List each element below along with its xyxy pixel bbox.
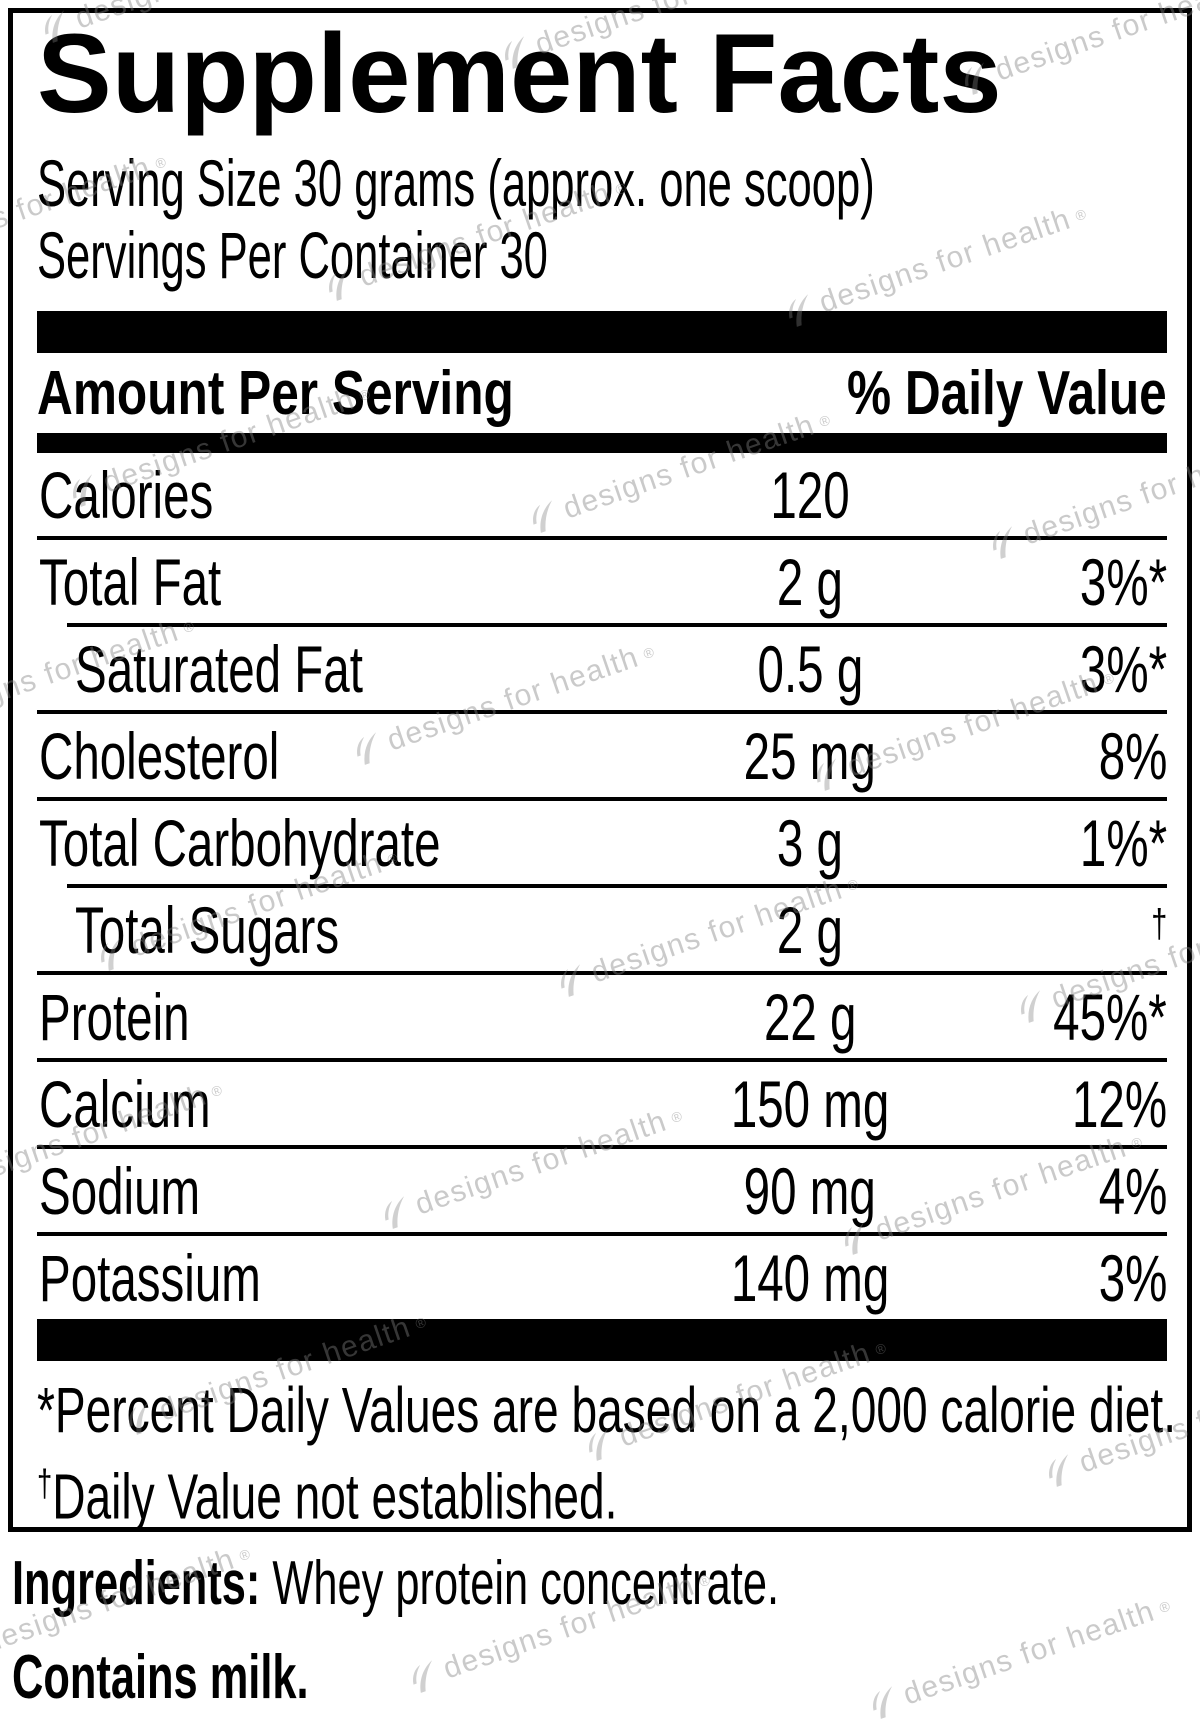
nutrient-name: Total Fat (39, 544, 222, 619)
row-divider (37, 536, 1167, 541)
nutrient-row: Total Sugars 2 g † (37, 888, 1167, 971)
nutrient-row: Calories 120 (37, 453, 1167, 536)
nutrient-name: Cholesterol (39, 718, 280, 793)
nutrient-name: Sodium (39, 1153, 201, 1228)
nutrient-amount: 120 (770, 457, 850, 532)
nutrient-daily-value: 45%* (1053, 979, 1167, 1054)
nutrient-name: Protein (39, 979, 190, 1054)
row-divider (37, 797, 1167, 802)
nutrient-amount: 3 g (776, 805, 844, 880)
dfh-leaf-logo-icon (873, 1686, 893, 1719)
ingredients-text: Whey protein concentrate. (260, 1549, 780, 1618)
row-divider (67, 623, 1167, 628)
separator-bar-bottom (37, 1319, 1167, 1362)
row-divider (37, 971, 1167, 976)
nutrient-row: Sodium 90 mg 4% (37, 1149, 1167, 1232)
serving-size-line: Serving Size 30 grams (approx. one scoop… (37, 146, 875, 221)
nutrient-daily-value: 3%* (1079, 631, 1167, 706)
nutrient-amount: 2 g (776, 544, 844, 619)
amount-per-serving-header: Amount Per Serving (37, 358, 514, 428)
row-divider (37, 710, 1167, 715)
ingredients-label: Ingredients: (12, 1549, 261, 1618)
nutrient-name: Calcium (39, 1066, 211, 1141)
nutrient-name: Saturated Fat (75, 631, 363, 706)
allergen-line: Contains milk. (12, 1643, 309, 1712)
nutrient-daily-value: 8% (1098, 718, 1167, 793)
nutrient-amount: 22 g (763, 979, 857, 1054)
row-divider (37, 1058, 1167, 1063)
nutrient-row: Total Carbohydrate 3 g 1%* (37, 801, 1167, 884)
row-divider (67, 884, 1167, 889)
daily-value-header: % Daily Value (847, 358, 1167, 428)
separator-bar-under-header (37, 433, 1167, 454)
nutrient-row: Saturated Fat 0.5 g 3%* (37, 627, 1167, 710)
footnotes: *Percent Daily Values are based on a 2,0… (37, 1361, 1177, 1533)
nutrient-name: Total Sugars (75, 892, 340, 967)
nutrient-row: Total Fat 2 g 3%* (37, 540, 1167, 623)
nutrient-row: Calcium 150 mg 12% (37, 1062, 1167, 1145)
nutrient-amount: 150 mg (730, 1066, 890, 1141)
nutrient-rows: Calories 120 Total Fat 2 g 3%* Saturated… (37, 453, 1167, 1319)
nutrient-daily-value: 4% (1098, 1153, 1167, 1228)
dagger-mark: † (37, 1463, 53, 1506)
servings-per-container-line: Servings Per Container 30 (37, 218, 548, 293)
nutrient-name: Total Carbohydrate (39, 805, 441, 880)
serving-info: Serving Size 30 grams (approx. one scoop… (37, 147, 1167, 291)
nutrient-amount: 140 mg (730, 1240, 890, 1315)
footnote-daily-values: *Percent Daily Values are based on a 2,0… (37, 1374, 1177, 1447)
nutrient-daily-value: 12% (1071, 1066, 1167, 1141)
nutrient-daily-value: 3% (1098, 1240, 1167, 1315)
nutrient-daily-value: 1%* (1079, 805, 1167, 880)
nutrient-amount: 25 mg (743, 718, 877, 793)
nutrient-name: Calories (39, 457, 214, 532)
nutrient-daily-value: † (1150, 901, 1167, 946)
panel-title: Supplement Facts (37, 11, 1002, 136)
separator-bar-top (37, 311, 1167, 354)
nutrient-amount: 0.5 g (757, 631, 863, 706)
nutrient-amount: 90 mg (743, 1153, 877, 1228)
nutrient-row: Protein 22 g 45%* (37, 975, 1167, 1058)
nutrient-name: Potassium (39, 1240, 261, 1315)
nutrient-row: Potassium 140 mg 3% (37, 1236, 1167, 1319)
table-header-row: Amount Per Serving % Daily Value (37, 353, 1167, 433)
row-divider (37, 1145, 1167, 1150)
nutrient-amount: 2 g (776, 892, 844, 967)
watermark-registered-mark: ® (1157, 1597, 1174, 1617)
nutrient-daily-value: 3%* (1079, 544, 1167, 619)
row-divider (37, 1232, 1167, 1237)
facts-panel: Supplement Facts Serving Size 30 grams (… (8, 8, 1192, 1533)
ingredients-line: Ingredients: Whey protein concentrate. (12, 1548, 1108, 1619)
footnote-dagger: †Daily Value not established. (37, 1460, 618, 1533)
nutrient-row: Cholesterol 25 mg 8% (37, 714, 1167, 797)
